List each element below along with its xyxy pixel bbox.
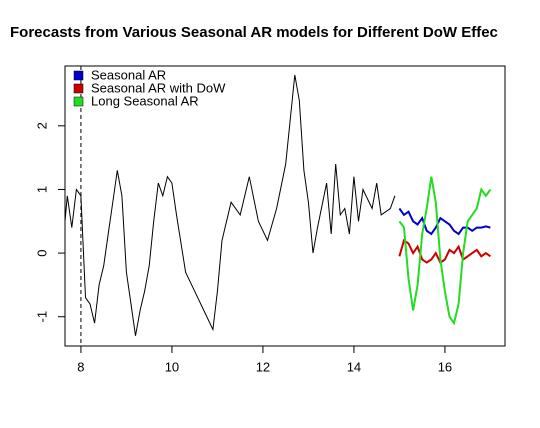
series-line: [398, 207, 491, 236]
x-tick-label: 12: [256, 359, 270, 374]
legend-label: Seasonal AR with DoW: [91, 80, 226, 95]
x-tick-label: 8: [77, 359, 84, 374]
legend-label: Long Seasonal AR: [91, 93, 199, 108]
series-line: [398, 176, 492, 326]
x-tick-label: 16: [438, 359, 452, 374]
y-tick-label: 1: [34, 186, 49, 193]
legend-swatch: [73, 83, 84, 94]
y-tick-label: 2: [34, 122, 49, 129]
y-tick-label: 0: [34, 249, 49, 256]
x-tick-label: 14: [347, 359, 361, 374]
series-line: [398, 238, 491, 265]
legend-swatch: [73, 96, 84, 107]
legend-swatch: [73, 70, 84, 81]
plot-frame: [64, 65, 506, 347]
series-line: [64, 74, 396, 336]
legend-label: Seasonal AR: [91, 67, 166, 82]
chart-title: Forecasts from Various Seasonal AR model…: [10, 24, 498, 41]
y-tick-label: -1: [34, 311, 49, 323]
x-tick-label: 10: [165, 359, 179, 374]
